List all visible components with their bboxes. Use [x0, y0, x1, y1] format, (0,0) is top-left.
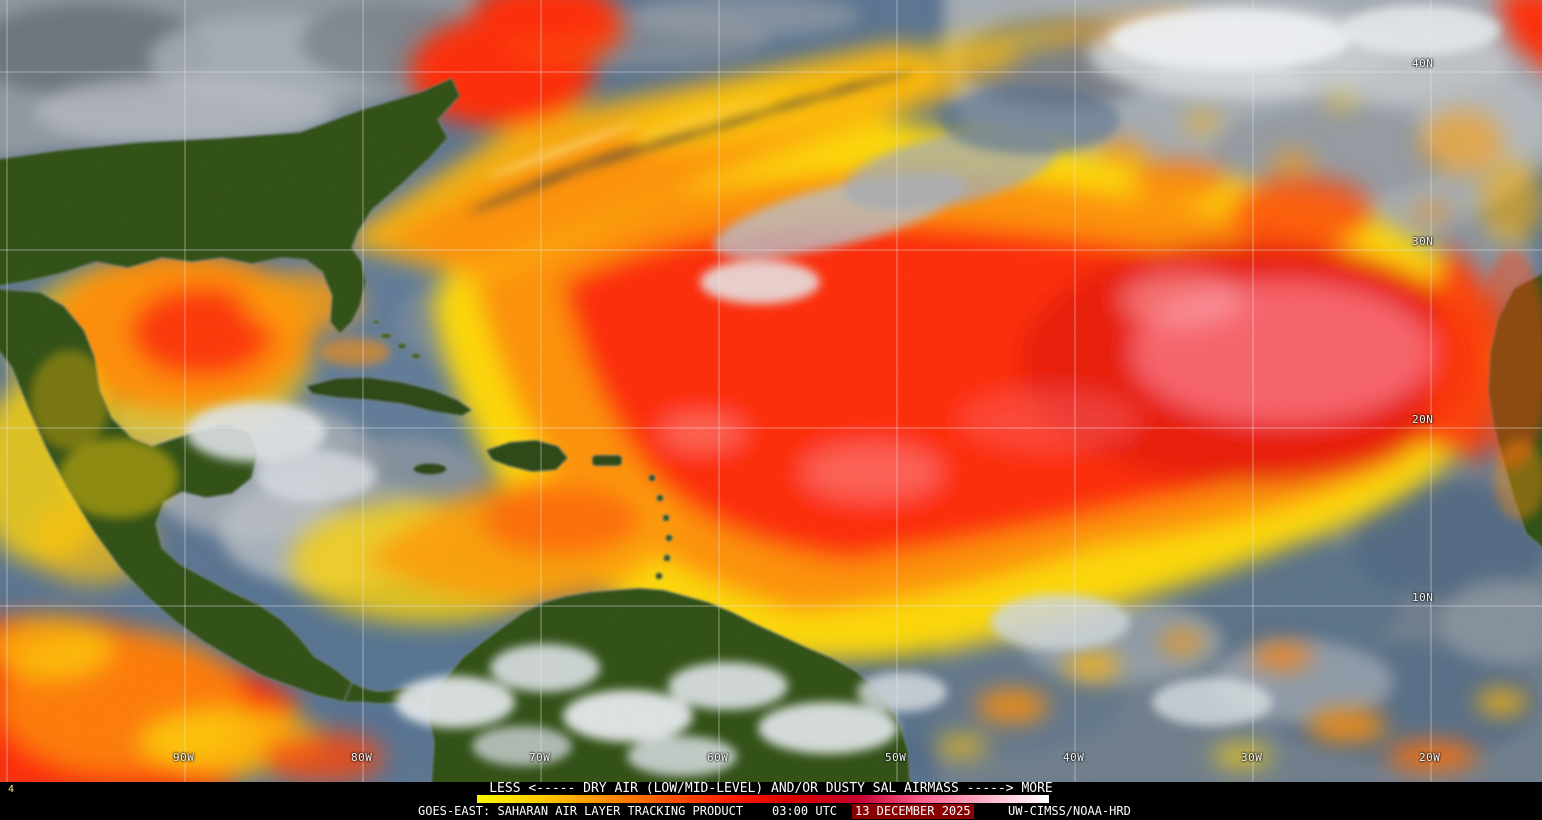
- frame-number: 4: [8, 784, 15, 795]
- lon-label-50w: 50W: [885, 751, 907, 764]
- lat-label-30n: 30N: [1412, 235, 1434, 248]
- lat-label-40n: 40N: [1412, 57, 1434, 70]
- legend-caption: LESS <----- DRY AIR (LOW/MID-LEVEL) AND/…: [489, 781, 1053, 796]
- lat-label-20n: 20N: [1412, 413, 1434, 426]
- status-bar: GOES-EAST: SAHARAN AIR LAYER TRACKING PR…: [0, 804, 1542, 820]
- valid-time: 03:00 UTC: [772, 804, 838, 818]
- grain-overlay: [0, 0, 1542, 782]
- frame-date: 13 DECEMBER 2025: [852, 804, 974, 819]
- legend-bar: 4 LESS <----- DRY AIR (LOW/MID-LEVEL) AN…: [0, 782, 1542, 804]
- gridlines: [0, 0, 1542, 782]
- lon-label-20w: 20W: [1419, 751, 1441, 764]
- lon-label-80w: 80W: [351, 751, 373, 764]
- credit-text: UW-CIMSS/NOAA-HRD: [1008, 804, 1131, 818]
- lon-label-30w: 30W: [1241, 751, 1263, 764]
- lon-label-60w: 60W: [707, 751, 729, 764]
- lon-label-40w: 40W: [1063, 751, 1085, 764]
- sal-color-bar: [477, 795, 1049, 803]
- satellite-map: 40N 30N 20N 10N 90W 80W 70W 60W 50W 40W …: [0, 0, 1542, 782]
- satellite-composite: [0, 0, 1542, 782]
- product-title: GOES-EAST: SAHARAN AIR LAYER TRACKING PR…: [418, 804, 744, 818]
- lon-label-90w: 90W: [173, 751, 195, 764]
- lon-label-70w: 70W: [529, 751, 551, 764]
- lat-label-10n: 10N: [1412, 591, 1434, 604]
